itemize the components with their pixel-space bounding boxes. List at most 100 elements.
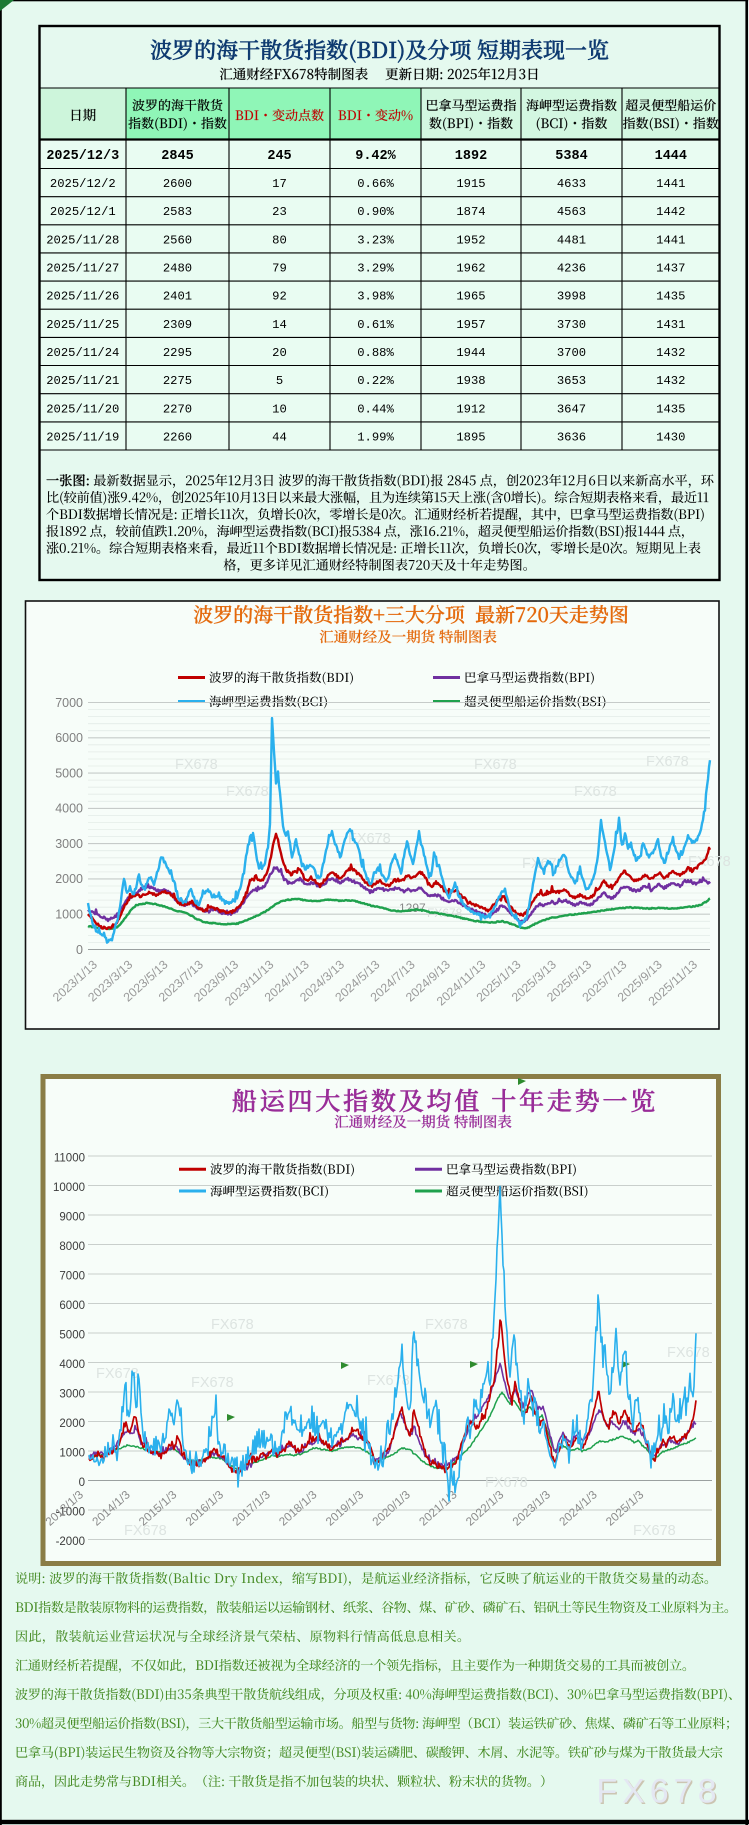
svg-text:FX678: FX678 bbox=[485, 1475, 528, 1491]
svg-text:1431: 1431 bbox=[656, 318, 685, 332]
svg-text:1441: 1441 bbox=[656, 177, 685, 191]
svg-text:0.44%: 0.44% bbox=[357, 402, 394, 416]
svg-text:5: 5 bbox=[276, 374, 283, 388]
svg-text:2401: 2401 bbox=[163, 290, 192, 304]
svg-text:FX678: FX678 bbox=[474, 757, 517, 773]
svg-text:FX678: FX678 bbox=[667, 1345, 710, 1361]
svg-text:3653: 3653 bbox=[557, 374, 586, 388]
svg-text:-2000: -2000 bbox=[56, 1536, 85, 1548]
svg-text:92: 92 bbox=[272, 290, 287, 304]
svg-text:9000: 9000 bbox=[59, 1212, 85, 1224]
svg-text:7000: 7000 bbox=[55, 696, 83, 710]
svg-text:2583: 2583 bbox=[163, 205, 192, 219]
svg-text:3730: 3730 bbox=[557, 318, 586, 332]
svg-text:44: 44 bbox=[272, 430, 287, 444]
svg-text:5384: 5384 bbox=[555, 149, 587, 164]
svg-text:1430: 1430 bbox=[656, 430, 685, 444]
svg-text:11000: 11000 bbox=[54, 1153, 85, 1165]
svg-text:2025/11/27: 2025/11/27 bbox=[46, 262, 119, 276]
svg-text:4000: 4000 bbox=[59, 1359, 85, 1371]
svg-text:4000: 4000 bbox=[55, 802, 83, 816]
svg-text:23: 23 bbox=[272, 205, 287, 219]
svg-text:2025/12/1: 2025/12/1 bbox=[50, 205, 116, 219]
svg-text:80: 80 bbox=[272, 233, 287, 247]
svg-text:1874: 1874 bbox=[456, 205, 485, 219]
svg-text:0: 0 bbox=[76, 943, 83, 957]
svg-text:2560: 2560 bbox=[163, 233, 192, 247]
svg-text:1000: 1000 bbox=[59, 1448, 85, 1460]
svg-text:2025/11/28: 2025/11/28 bbox=[46, 233, 119, 247]
svg-text:1.99%: 1.99% bbox=[357, 430, 394, 444]
svg-text:2480: 2480 bbox=[163, 262, 192, 276]
svg-text:FX678: FX678 bbox=[211, 1317, 254, 1333]
svg-text:3998: 3998 bbox=[557, 290, 586, 304]
svg-text:1435: 1435 bbox=[656, 290, 685, 304]
svg-text:1912: 1912 bbox=[456, 402, 485, 416]
svg-text:FX678: FX678 bbox=[191, 1375, 234, 1391]
svg-text:1944: 1944 bbox=[456, 346, 485, 360]
svg-text:FX678: FX678 bbox=[646, 754, 689, 770]
svg-text:FX678: FX678 bbox=[226, 784, 269, 800]
svg-text:2000: 2000 bbox=[59, 1418, 85, 1430]
svg-text:2025/12/2: 2025/12/2 bbox=[50, 177, 116, 191]
svg-text:1437: 1437 bbox=[656, 262, 685, 276]
svg-text:3.23%: 3.23% bbox=[357, 233, 394, 247]
svg-text:2025/11/20: 2025/11/20 bbox=[46, 402, 119, 416]
svg-text:0: 0 bbox=[79, 1477, 85, 1489]
svg-text:3000: 3000 bbox=[55, 837, 83, 851]
svg-text:FX678: FX678 bbox=[574, 784, 617, 800]
svg-text:1444: 1444 bbox=[655, 149, 687, 164]
svg-text:0.90%: 0.90% bbox=[357, 205, 394, 219]
svg-text:2260: 2260 bbox=[163, 430, 192, 444]
svg-text:4236: 4236 bbox=[557, 262, 586, 276]
svg-text:0.66%: 0.66% bbox=[357, 177, 394, 191]
svg-text:1432: 1432 bbox=[656, 374, 685, 388]
svg-text:FX678: FX678 bbox=[124, 1523, 167, 1539]
svg-text:5000: 5000 bbox=[59, 1330, 85, 1342]
svg-text:1297: 1297 bbox=[399, 901, 426, 915]
svg-text:2025/11/19: 2025/11/19 bbox=[46, 430, 119, 444]
svg-text:FX678: FX678 bbox=[596, 1773, 721, 1811]
svg-text:10: 10 bbox=[272, 402, 287, 416]
svg-text:6000: 6000 bbox=[55, 731, 83, 745]
svg-text:1938: 1938 bbox=[456, 374, 485, 388]
svg-text:2025/11/21: 2025/11/21 bbox=[46, 374, 119, 388]
svg-text:1892: 1892 bbox=[455, 149, 487, 164]
svg-text:3647: 3647 bbox=[557, 402, 586, 416]
svg-text:1965: 1965 bbox=[456, 290, 485, 304]
svg-text:2025/11/24: 2025/11/24 bbox=[46, 346, 119, 360]
svg-text:1952: 1952 bbox=[456, 233, 485, 247]
svg-text:2275: 2275 bbox=[163, 374, 192, 388]
svg-text:8000: 8000 bbox=[59, 1241, 85, 1253]
svg-text:1441: 1441 bbox=[656, 233, 685, 247]
svg-text:FX678: FX678 bbox=[522, 856, 565, 872]
svg-text:1962: 1962 bbox=[456, 262, 485, 276]
svg-text:6000: 6000 bbox=[59, 1300, 85, 1312]
svg-text:3636: 3636 bbox=[557, 430, 586, 444]
svg-text:FX678: FX678 bbox=[96, 1366, 139, 1382]
svg-text:5000: 5000 bbox=[55, 766, 83, 780]
svg-text:1915: 1915 bbox=[456, 177, 485, 191]
svg-text:2025/12/3: 2025/12/3 bbox=[46, 149, 119, 164]
svg-text:2025/11/26: 2025/11/26 bbox=[46, 290, 119, 304]
svg-text:4481: 4481 bbox=[557, 233, 586, 247]
svg-text:7000: 7000 bbox=[59, 1271, 85, 1283]
svg-text:FX678: FX678 bbox=[348, 831, 391, 847]
svg-text:2600: 2600 bbox=[163, 177, 192, 191]
svg-text:9.42%: 9.42% bbox=[355, 149, 396, 164]
svg-text:20: 20 bbox=[272, 346, 287, 360]
svg-text:2309: 2309 bbox=[163, 318, 192, 332]
svg-text:3000: 3000 bbox=[59, 1389, 85, 1401]
svg-text:0.88%: 0.88% bbox=[357, 346, 394, 360]
svg-text:17: 17 bbox=[272, 177, 287, 191]
svg-text:FX678: FX678 bbox=[598, 1774, 723, 1812]
svg-text:FX678: FX678 bbox=[175, 757, 218, 773]
svg-text:0.22%: 0.22% bbox=[357, 374, 394, 388]
svg-text:1442: 1442 bbox=[656, 205, 685, 219]
svg-text:1957: 1957 bbox=[456, 318, 485, 332]
svg-text:2000: 2000 bbox=[55, 872, 83, 886]
svg-text:1895: 1895 bbox=[456, 430, 485, 444]
svg-text:3.29%: 3.29% bbox=[357, 262, 394, 276]
svg-text:14: 14 bbox=[272, 318, 287, 332]
svg-text:4633: 4633 bbox=[557, 177, 586, 191]
